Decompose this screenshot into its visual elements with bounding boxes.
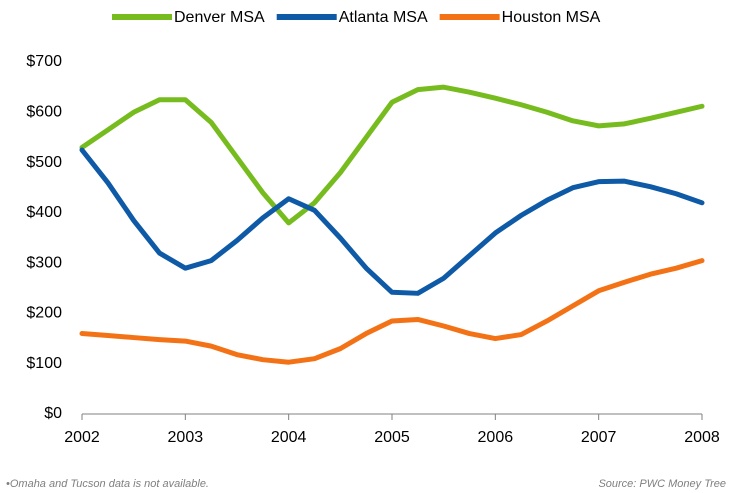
y-tick-label: $200 [26,305,62,322]
source: Source: PWC Money Tree [598,478,726,490]
y-tick-label: $600 [26,104,62,121]
footnote: •Omaha and Tucson data is not available. [6,478,209,490]
series-line [79,84,705,226]
legend-label: Atlanta MSA [339,9,428,26]
y-tick-label: $100 [26,355,62,372]
y-tick-label: $300 [26,254,62,271]
x-tick-label: 2008 [684,429,720,446]
x-tick-label: 2004 [271,429,307,446]
y-tick-label: $0 [44,405,62,422]
x-tick-label: 2002 [64,429,100,446]
x-tick-label: 2005 [374,429,410,446]
x-tick-label: 2006 [478,429,514,446]
legend-label: Houston MSA [502,9,601,26]
x-tick-label: 2007 [581,429,617,446]
series-line [79,147,705,296]
y-tick-label: $500 [26,154,62,171]
y-tick-label: $400 [26,204,62,221]
legend-label: Denver MSA [174,9,265,26]
series-line [79,258,705,365]
x-tick-label: 2003 [168,429,204,446]
y-tick-label: $700 [26,53,62,70]
